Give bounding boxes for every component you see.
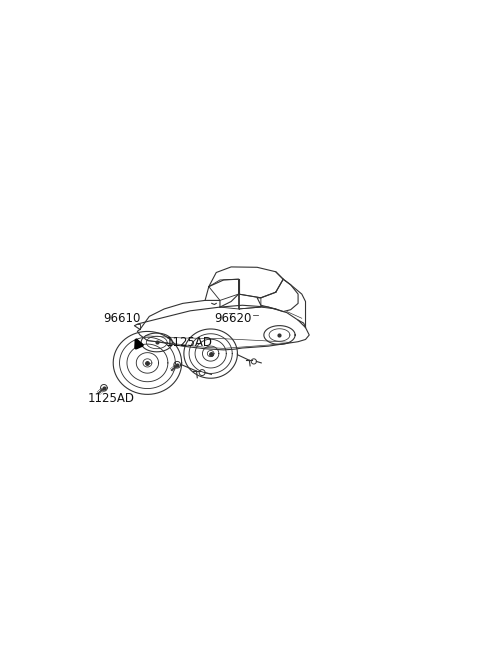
Text: 1125AD: 1125AD [166,336,213,349]
Text: 96610: 96610 [103,312,140,325]
Text: 1125AD: 1125AD [88,392,135,405]
Text: 96620: 96620 [215,312,252,325]
